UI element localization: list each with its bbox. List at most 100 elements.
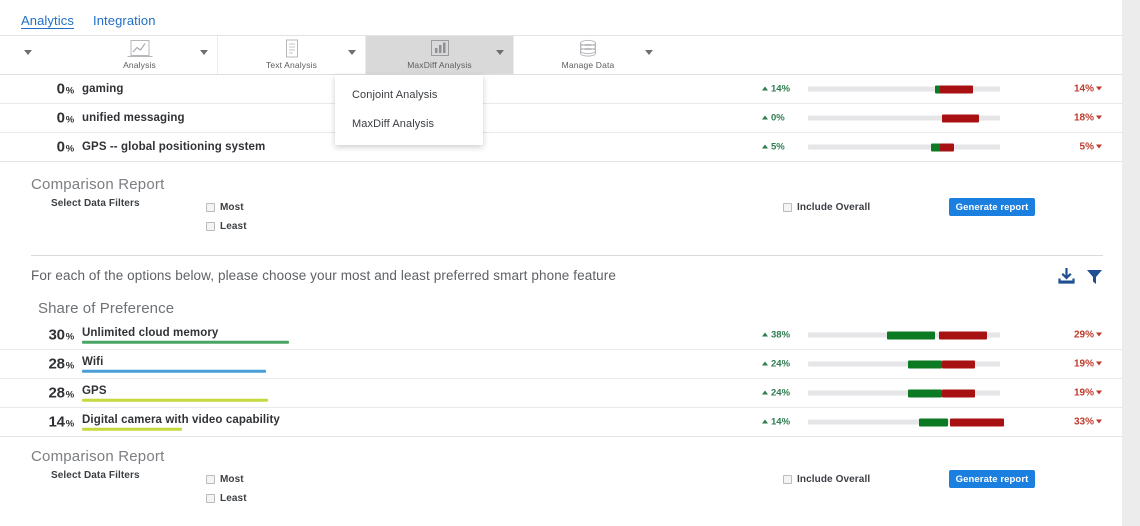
menu-item-maxdiff-analysis[interactable]: MaxDiff Analysis bbox=[352, 117, 435, 130]
delta-value: 5% bbox=[771, 141, 785, 153]
option-label: Digital camera with video capability bbox=[82, 413, 280, 426]
toolbar-item-menu[interactable] bbox=[0, 36, 62, 74]
database-icon bbox=[577, 38, 599, 59]
least-percentage-value: 19% bbox=[1073, 358, 1094, 370]
generate-report-button-top[interactable]: Generate report bbox=[949, 198, 1035, 216]
option-label: GPS bbox=[82, 384, 107, 397]
chevron-down-icon[interactable] bbox=[1096, 390, 1102, 394]
checkbox-box[interactable] bbox=[206, 494, 215, 503]
checkbox-least-top[interactable]: Least bbox=[206, 221, 247, 232]
checkbox-box[interactable] bbox=[206, 222, 215, 231]
line-chart-icon bbox=[127, 38, 153, 59]
least-percentage-dropdown[interactable]: 33% bbox=[1068, 417, 1102, 428]
generate-report-button-bottom[interactable]: Generate report bbox=[949, 470, 1035, 488]
most-least-track bbox=[808, 418, 1004, 426]
share-value: 30 bbox=[48, 326, 65, 344]
share-value: 0 bbox=[56, 138, 65, 156]
most-least-track bbox=[808, 389, 1000, 397]
option-label-wrap: Wifi bbox=[82, 356, 266, 373]
checkbox-label: Most bbox=[220, 202, 244, 213]
menu-item-conjoint-analysis[interactable]: Conjoint Analysis bbox=[352, 88, 438, 101]
chevron-down-icon[interactable] bbox=[348, 50, 356, 55]
least-segment bbox=[942, 389, 976, 397]
chevron-down-icon[interactable] bbox=[24, 50, 32, 55]
least-percentage-dropdown[interactable]: 19% bbox=[1068, 388, 1102, 399]
comparison-report-bottom: Comparison Report Select Data Filters Mo… bbox=[0, 448, 1122, 512]
most-segment bbox=[919, 418, 949, 426]
delta-value: 14% bbox=[771, 83, 791, 95]
maxdiff-analysis-dropdown-menu: Conjoint Analysis MaxDiff Analysis bbox=[335, 75, 483, 145]
delta-value: 38% bbox=[771, 329, 791, 341]
share-percentage: 30% bbox=[30, 327, 74, 344]
chevron-down-icon[interactable] bbox=[1096, 86, 1102, 90]
most-segment bbox=[907, 360, 943, 368]
percent-sign: % bbox=[65, 85, 74, 97]
up-arrow-icon bbox=[762, 144, 768, 149]
checkbox-least-bottom[interactable]: Least bbox=[206, 493, 247, 504]
up-arrow-icon bbox=[762, 332, 768, 337]
least-percentage-dropdown[interactable]: 5% bbox=[1068, 142, 1102, 153]
checkbox-label: Include Overall bbox=[797, 202, 871, 213]
filter-icon[interactable] bbox=[1086, 268, 1103, 291]
least-percentage-value: 33% bbox=[1073, 416, 1094, 428]
most-least-track bbox=[808, 114, 1000, 122]
download-icon[interactable] bbox=[1057, 267, 1076, 291]
option-label: gaming bbox=[82, 83, 124, 95]
least-percentage-dropdown[interactable]: 14% bbox=[1068, 84, 1102, 95]
tab-analytics[interactable]: Analytics bbox=[21, 13, 74, 28]
least-segment bbox=[942, 360, 976, 368]
tab-integration[interactable]: Integration bbox=[93, 13, 156, 28]
checkbox-label: Most bbox=[220, 474, 244, 485]
option-label: unified messaging bbox=[82, 112, 185, 124]
delta-indicator: 14% bbox=[762, 84, 790, 95]
share-value: 0 bbox=[56, 109, 65, 127]
chevron-down-icon[interactable] bbox=[1096, 115, 1102, 119]
most-least-track bbox=[808, 143, 1000, 151]
checkbox-box[interactable] bbox=[783, 475, 792, 484]
toolbar-item-analysis[interactable]: Analysis bbox=[62, 36, 218, 74]
toolbar-item-manage-data[interactable]: Manage Data bbox=[514, 36, 662, 74]
toolbar-label-text-analysis: Text Analysis bbox=[265, 60, 318, 70]
section-divider bbox=[31, 255, 1103, 256]
most-least-track bbox=[808, 331, 1000, 339]
checkbox-box[interactable] bbox=[206, 475, 215, 484]
toolbar-item-text-analysis[interactable]: Text Analysis bbox=[218, 36, 366, 74]
checkbox-label: Include Overall bbox=[797, 474, 871, 485]
delta-value: 24% bbox=[771, 358, 791, 370]
checkbox-most-bottom[interactable]: Most bbox=[206, 474, 244, 485]
least-percentage-dropdown[interactable]: 18% bbox=[1068, 113, 1102, 124]
chevron-down-icon[interactable] bbox=[645, 50, 653, 55]
table-row: 14% Digital camera with video capability 1… bbox=[0, 408, 1122, 437]
comparison-report-title: Comparison Report bbox=[31, 176, 165, 193]
chevron-down-icon[interactable] bbox=[1096, 419, 1102, 423]
least-percentage-value: 18% bbox=[1073, 112, 1094, 124]
checkbox-most-top[interactable]: Most bbox=[206, 202, 244, 213]
chevron-down-icon[interactable] bbox=[1096, 361, 1102, 365]
most-segment bbox=[930, 143, 947, 151]
least-percentage-dropdown[interactable]: 19% bbox=[1068, 359, 1102, 370]
tab-bar: Analytics Integration bbox=[0, 0, 1122, 36]
toolbar-label-manage-data: Manage Data bbox=[561, 60, 615, 70]
checkbox-box[interactable] bbox=[206, 203, 215, 212]
delta-value: 14% bbox=[771, 416, 791, 428]
chevron-down-icon[interactable] bbox=[496, 50, 504, 55]
table-row: 30% Unlimited cloud memory 38% 29% bbox=[0, 321, 1122, 350]
percent-sign: % bbox=[65, 143, 74, 155]
question-text: For each of the options below, please ch… bbox=[31, 268, 616, 283]
toolbar-item-maxdiff-analysis[interactable]: MaxDiff Analysis bbox=[366, 36, 514, 74]
chevron-down-icon[interactable] bbox=[1096, 144, 1102, 148]
least-segment bbox=[950, 418, 1004, 426]
checkbox-include-overall-top[interactable]: Include Overall bbox=[783, 202, 870, 213]
up-arrow-icon bbox=[762, 361, 768, 366]
checkbox-include-overall-bottom[interactable]: Include Overall bbox=[783, 474, 870, 485]
most-segment bbox=[907, 389, 943, 397]
least-percentage-dropdown[interactable]: 29% bbox=[1068, 330, 1102, 341]
chevron-down-icon[interactable] bbox=[1096, 332, 1102, 336]
most-segment bbox=[886, 331, 935, 339]
least-percentage-value: 5% bbox=[1079, 141, 1094, 153]
toolbar-label-maxdiff-analysis: MaxDiff Analysis bbox=[407, 60, 472, 70]
table-row: 28% Wifi 24% 19% bbox=[0, 350, 1122, 379]
chevron-down-icon[interactable] bbox=[200, 50, 208, 55]
checkbox-box[interactable] bbox=[783, 203, 792, 212]
table-row: 0% GPS -- global positioning system 5% 5% bbox=[0, 133, 1122, 162]
